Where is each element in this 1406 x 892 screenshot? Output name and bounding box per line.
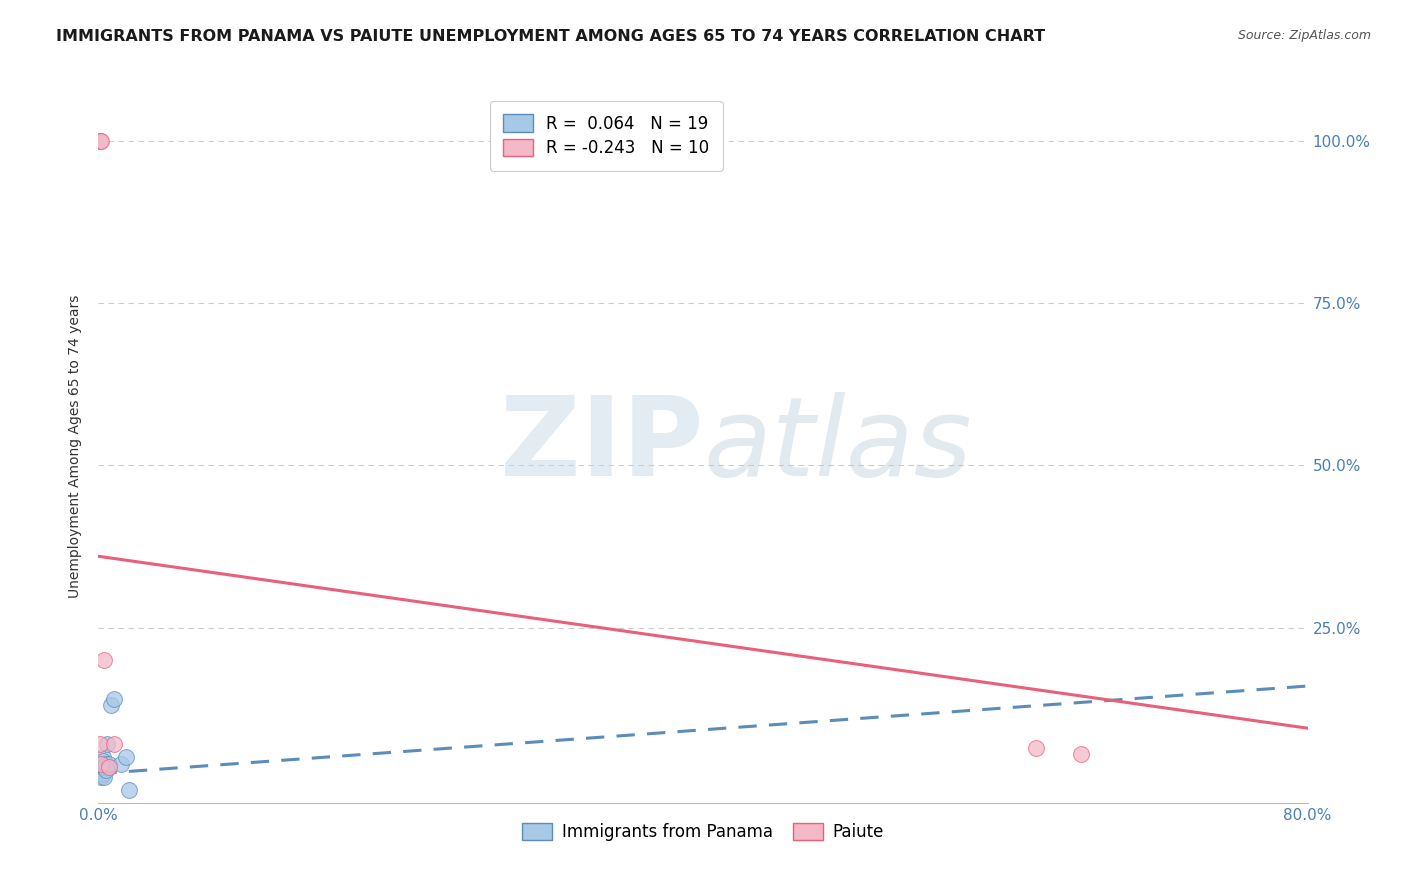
Point xyxy=(118,782,141,797)
Point xyxy=(1024,740,1046,755)
Point xyxy=(91,750,114,764)
Point xyxy=(93,760,115,774)
Point xyxy=(114,750,136,764)
Point xyxy=(94,764,117,778)
Point xyxy=(89,134,111,148)
Text: atlas: atlas xyxy=(703,392,972,500)
Y-axis label: Unemployment Among Ages 65 to 74 years: Unemployment Among Ages 65 to 74 years xyxy=(69,294,83,598)
Point xyxy=(89,738,111,752)
Point xyxy=(96,738,118,752)
Text: Source: ZipAtlas.com: Source: ZipAtlas.com xyxy=(1237,29,1371,42)
Point xyxy=(93,770,115,784)
Point xyxy=(93,653,115,667)
Legend: Immigrants from Panama, Paiute: Immigrants from Panama, Paiute xyxy=(515,816,891,848)
Point xyxy=(94,756,117,771)
Point xyxy=(103,692,125,706)
Point xyxy=(90,756,112,771)
Point xyxy=(103,738,125,752)
Point xyxy=(91,764,114,778)
Point xyxy=(100,698,122,713)
Point xyxy=(90,756,112,771)
Text: IMMIGRANTS FROM PANAMA VS PAIUTE UNEMPLOYMENT AMONG AGES 65 TO 74 YEARS CORRELAT: IMMIGRANTS FROM PANAMA VS PAIUTE UNEMPLO… xyxy=(56,29,1046,44)
Point xyxy=(91,766,114,780)
Point xyxy=(110,756,132,771)
Point xyxy=(1070,747,1092,761)
Point xyxy=(90,770,112,784)
Point xyxy=(90,134,112,148)
Point xyxy=(89,134,111,148)
Point xyxy=(98,756,121,771)
Point xyxy=(91,754,114,768)
Text: ZIP: ZIP xyxy=(499,392,703,500)
Point xyxy=(89,764,111,778)
Point xyxy=(98,760,121,774)
Point xyxy=(90,760,112,774)
